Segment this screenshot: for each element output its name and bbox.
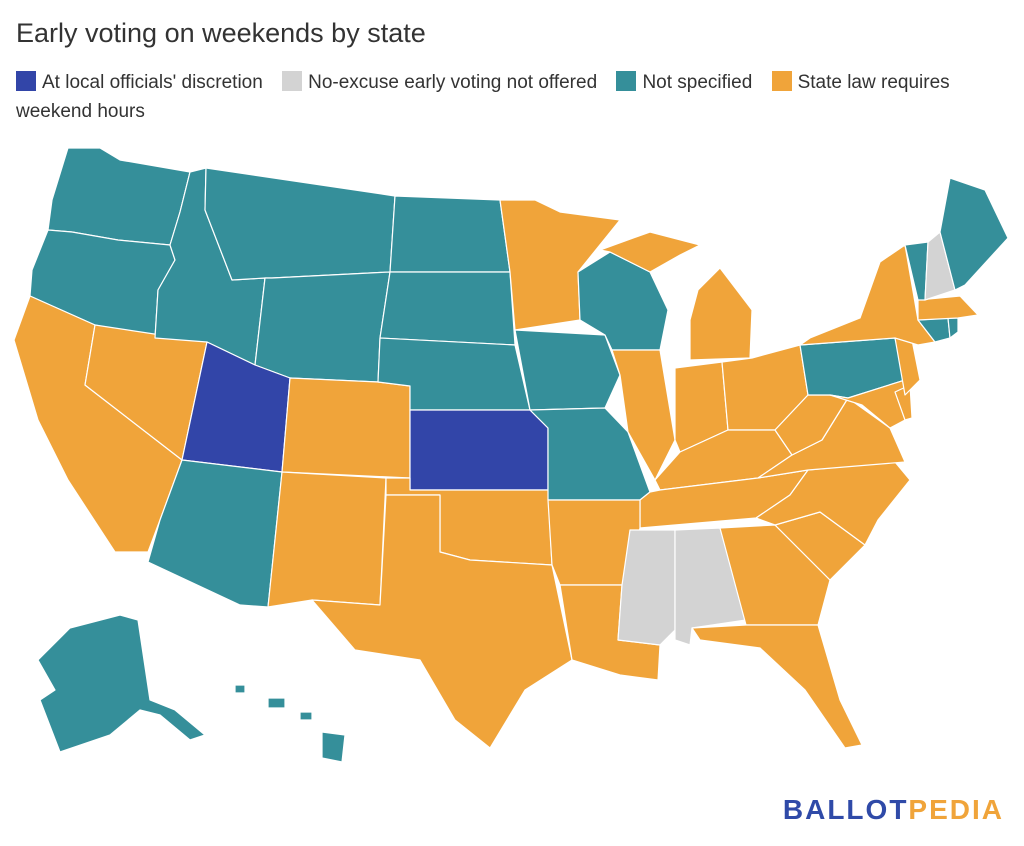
legend-label-law-requires: State law requires weekend hours [16, 72, 950, 122]
state-massachusetts[interactable] [917, 295, 979, 321]
map-title: Early voting on weekends by state [16, 18, 426, 48]
state-colorado[interactable] [281, 377, 411, 479]
legend-item-not-offered: No-excuse early voting not offered [282, 71, 598, 93]
state-north-dakota[interactable] [389, 195, 511, 273]
state-rhode-island[interactable] [947, 317, 959, 339]
legend-swatch-not-specified [616, 71, 637, 91]
ballotpedia-logo: BALLOTPEDIA [782, 794, 1004, 825]
state-alaska[interactable] [37, 614, 206, 753]
state-florida[interactable] [691, 624, 863, 749]
state-north-carolina[interactable] [755, 461, 911, 546]
us-states-map [13, 147, 1009, 763]
state-new-mexico[interactable] [267, 471, 387, 608]
state-washington[interactable] [47, 147, 191, 246]
legend-item-law-requires: State law requires weekend hours [16, 71, 950, 122]
legend-item-not-specified: Not specified [616, 71, 753, 93]
legend-swatch-not-offered [282, 71, 303, 91]
state-maine[interactable] [939, 177, 1009, 291]
state-kansas[interactable] [409, 409, 549, 491]
state-south-dakota[interactable] [379, 271, 516, 346]
legend-label-not-offered: No-excuse early voting not offered [308, 72, 598, 93]
legend: At local officials' discretion No-excuse… [16, 68, 1006, 126]
state-wyoming[interactable] [254, 271, 391, 383]
state-iowa[interactable] [514, 329, 621, 411]
legend-item-local-discretion: At local officials' discretion [16, 71, 263, 93]
legend-swatch-law-requires [771, 71, 792, 91]
legend-swatch-local-discretion [16, 71, 36, 91]
legend-label-local-discretion: At local officials' discretion [42, 72, 263, 93]
state-hawaii[interactable] [234, 684, 346, 763]
legend-label-not-specified: Not specified [642, 72, 753, 93]
state-texas[interactable] [311, 494, 573, 749]
state-georgia[interactable] [719, 524, 831, 626]
state-montana[interactable] [204, 167, 396, 281]
